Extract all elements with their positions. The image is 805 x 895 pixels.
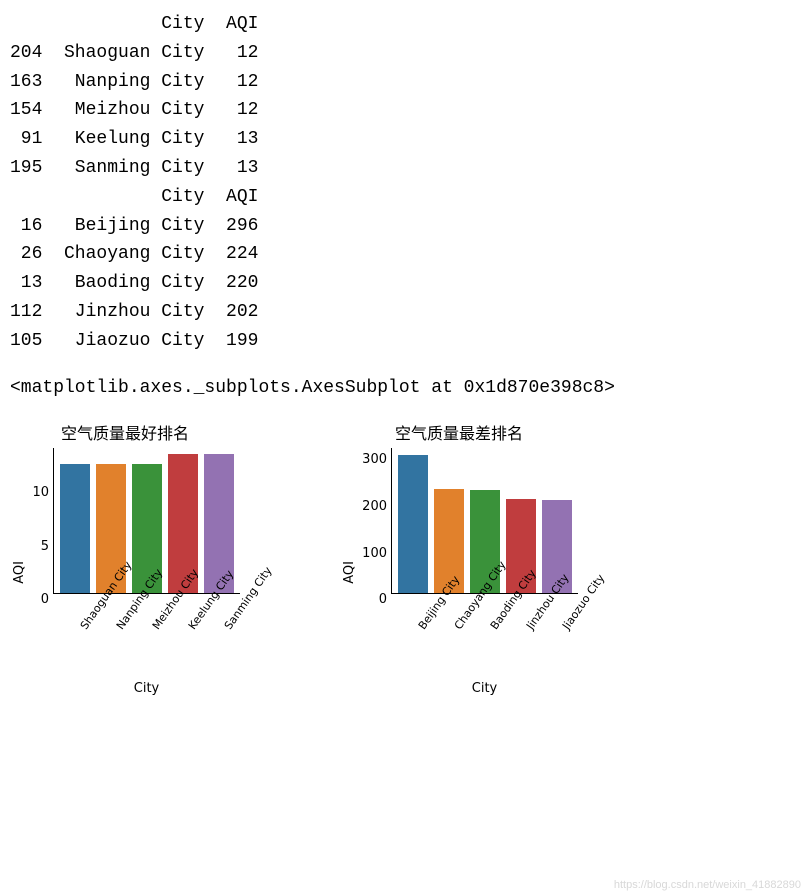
chart-worst-title: 空气质量最差排名 — [340, 420, 578, 444]
chart-worst-plot — [391, 448, 578, 594]
xtick: Shaoguan City — [78, 600, 106, 632]
xtick: Sanming City — [222, 600, 250, 632]
xtick: Jiaozuo City — [560, 600, 588, 632]
xtick: Chaoyang City — [452, 600, 480, 632]
watermark: https://blog.csdn.net/weixin_41882890 — [614, 879, 801, 891]
bar — [60, 464, 90, 593]
chart-best-xlabel: City — [53, 681, 240, 696]
xtick: Nanping City — [114, 600, 142, 632]
chart-best-xaxis: Shaoguan CityNanping CityMeizhou CityKee… — [53, 600, 240, 613]
table-best: City AQI 204 Shaoguan City 12 163 Nanpin… — [10, 10, 805, 183]
chart-worst-xaxis: Beijing CityChaoyang CityBaoding CityJin… — [391, 600, 578, 613]
chart-best-title: 空气质量最好排名 — [10, 420, 240, 444]
chart-best-ylabel: AQI — [10, 561, 27, 584]
xtick: Jinzhou City — [524, 600, 552, 632]
xtick: Baoding City — [488, 600, 516, 632]
xtick: Keelung City — [186, 600, 214, 632]
chart-best-yaxis: 1050 — [27, 448, 53, 593]
table-worst: City AQI 16 Beijing City 296 26 Chaoyang… — [10, 183, 805, 356]
xtick: Beijing City — [416, 600, 444, 632]
repr-output: <matplotlib.axes._subplots.AxesSubplot a… — [10, 374, 805, 403]
chart-worst: 空气质量最差排名 AQI 3002001000 Beijing CityChao… — [340, 420, 578, 696]
xtick: Meizhou City — [150, 600, 178, 632]
chart-worst-ylabel: AQI — [340, 561, 357, 584]
chart-worst-xlabel: City — [391, 681, 578, 696]
bar — [398, 455, 428, 593]
chart-best-plot — [53, 448, 240, 594]
chart-worst-yaxis: 3002001000 — [357, 448, 391, 593]
chart-best: 空气质量最好排名 AQI 1050 Shaoguan CityNanping C… — [10, 420, 240, 696]
